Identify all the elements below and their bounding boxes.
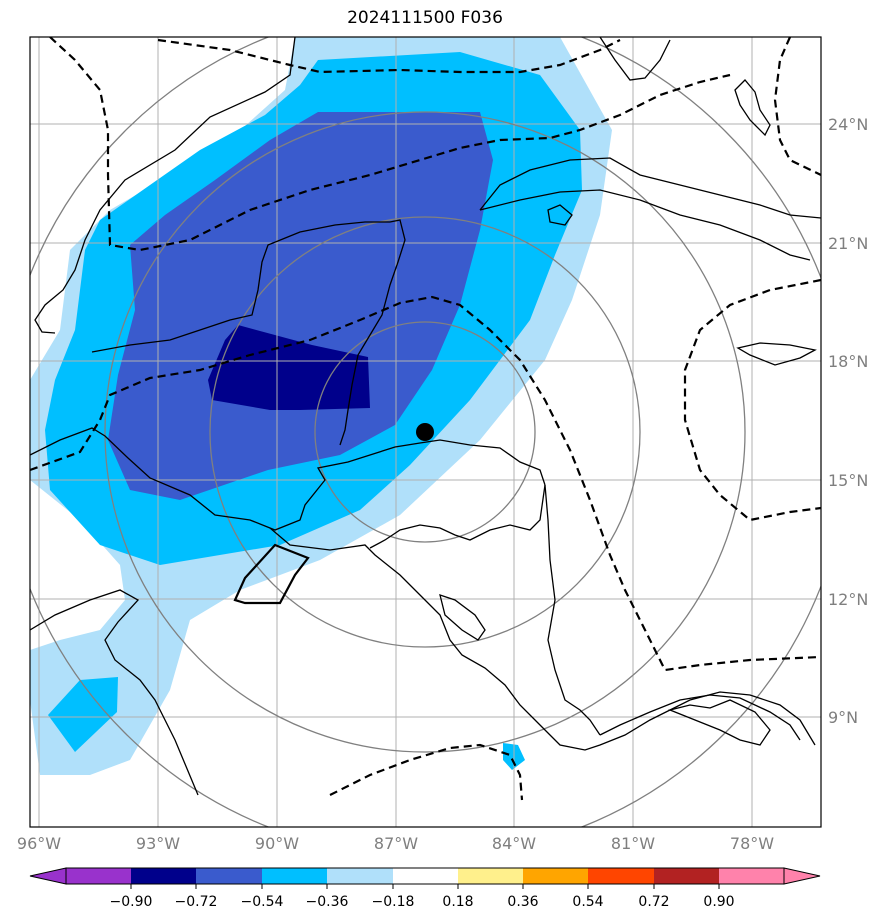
range-rings xyxy=(30,37,821,827)
coast-yucatan xyxy=(91,219,406,446)
coast-florida xyxy=(599,37,671,81)
dashed-contour-north-1 xyxy=(157,38,621,74)
coast-honduras-caribbean xyxy=(369,484,546,549)
colorbar-segment xyxy=(196,868,262,884)
lat-tick-label: 18°N xyxy=(828,352,868,371)
colorbar-extend-low xyxy=(29,867,67,885)
coast-central-america-south xyxy=(269,527,816,751)
storm-center-marker xyxy=(416,423,434,441)
map-panel xyxy=(30,37,821,827)
coast-mexico-gulf xyxy=(30,427,546,531)
coast-bahamas xyxy=(734,79,771,137)
lat-tick-label: 12°N xyxy=(828,590,868,609)
colorbar-segment xyxy=(262,868,327,884)
lat-tick-label: 24°N xyxy=(828,115,868,134)
colorbar-extend-high xyxy=(783,867,821,885)
colorbar-segment xyxy=(523,868,588,884)
map-title: 2024111500 F036 xyxy=(347,8,503,28)
lat-tick-labels: 24°N 21°N 18°N 15°N 12°N 9°N xyxy=(828,115,868,727)
colorbar-label: 0.36 xyxy=(507,894,538,910)
lon-tick-label: 87°W xyxy=(374,834,418,853)
dashed-contours xyxy=(30,37,821,801)
coast-islands-east xyxy=(667,699,771,746)
colorbar-label: −0.18 xyxy=(372,894,415,910)
colorbar-segment xyxy=(393,868,458,884)
colorbar-label: −0.72 xyxy=(175,894,218,910)
colorbar-label: −0.54 xyxy=(241,894,284,910)
coast-panama xyxy=(599,694,801,741)
colorbar-label: 0.18 xyxy=(442,894,473,910)
dashed-contour-north-2 xyxy=(49,37,731,252)
coast-caribbean-islands xyxy=(547,204,573,226)
colorbar-segment xyxy=(458,868,523,884)
colorbar-segment xyxy=(66,868,131,884)
lat-tick-label: 21°N xyxy=(828,234,868,253)
lat-tick-label: 9°N xyxy=(828,708,858,727)
coast-gulf-west xyxy=(34,37,296,334)
contour-fill-neg-054-south xyxy=(48,677,118,752)
coast-nicaragua-caribbean xyxy=(544,484,601,736)
colorbar-segment xyxy=(588,868,654,884)
colorbar-label: 0.72 xyxy=(638,894,669,910)
lon-tick-label: 78°W xyxy=(730,834,774,853)
contour-fill-neg-090 xyxy=(208,325,370,410)
lon-tick-labels: 96°W 93°W 90°W 87°W 84°W 81°W 78°W xyxy=(17,834,774,853)
colorbar-segment xyxy=(131,868,196,884)
colorbar-frame xyxy=(65,867,785,885)
coast-jamaica xyxy=(736,342,817,366)
colorbar-segment xyxy=(327,868,393,884)
lon-tick-label: 90°W xyxy=(255,834,299,853)
dashed-contour-center xyxy=(30,295,821,672)
coast-cuba-south xyxy=(479,189,811,261)
coast-cuba xyxy=(479,157,821,219)
dashed-contour-south xyxy=(329,743,524,801)
coast-central-america-pacific xyxy=(30,589,199,796)
lon-tick-label: 93°W xyxy=(136,834,180,853)
dashed-contour-northeast xyxy=(773,37,821,176)
contour-fill-neg-072 xyxy=(108,112,493,500)
colorbar-label: −0.36 xyxy=(306,894,349,910)
region-outline xyxy=(233,543,310,605)
gridlines xyxy=(30,37,821,827)
lon-tick-label: 81°W xyxy=(611,834,655,853)
colorbar-label: 0.90 xyxy=(703,894,734,910)
colorbar-ticks xyxy=(130,884,720,889)
colorbar-segment xyxy=(654,868,719,884)
coastlines xyxy=(30,37,821,796)
map-frame xyxy=(29,36,822,828)
colorbar-label: 0.54 xyxy=(572,894,603,910)
dashed-contour-east-loop xyxy=(683,278,821,522)
colorbar: −0.90 −0.72 −0.54 −0.36 −0.18 0.18 0.36 … xyxy=(29,867,821,910)
colorbar-segment xyxy=(719,868,784,884)
lat-tick-label: 15°N xyxy=(828,471,868,490)
colorbar-label: −0.90 xyxy=(110,894,153,910)
lon-tick-label: 96°W xyxy=(17,834,61,853)
lon-tick-label: 84°W xyxy=(492,834,536,853)
coast-nicaragua-lake xyxy=(439,594,486,641)
